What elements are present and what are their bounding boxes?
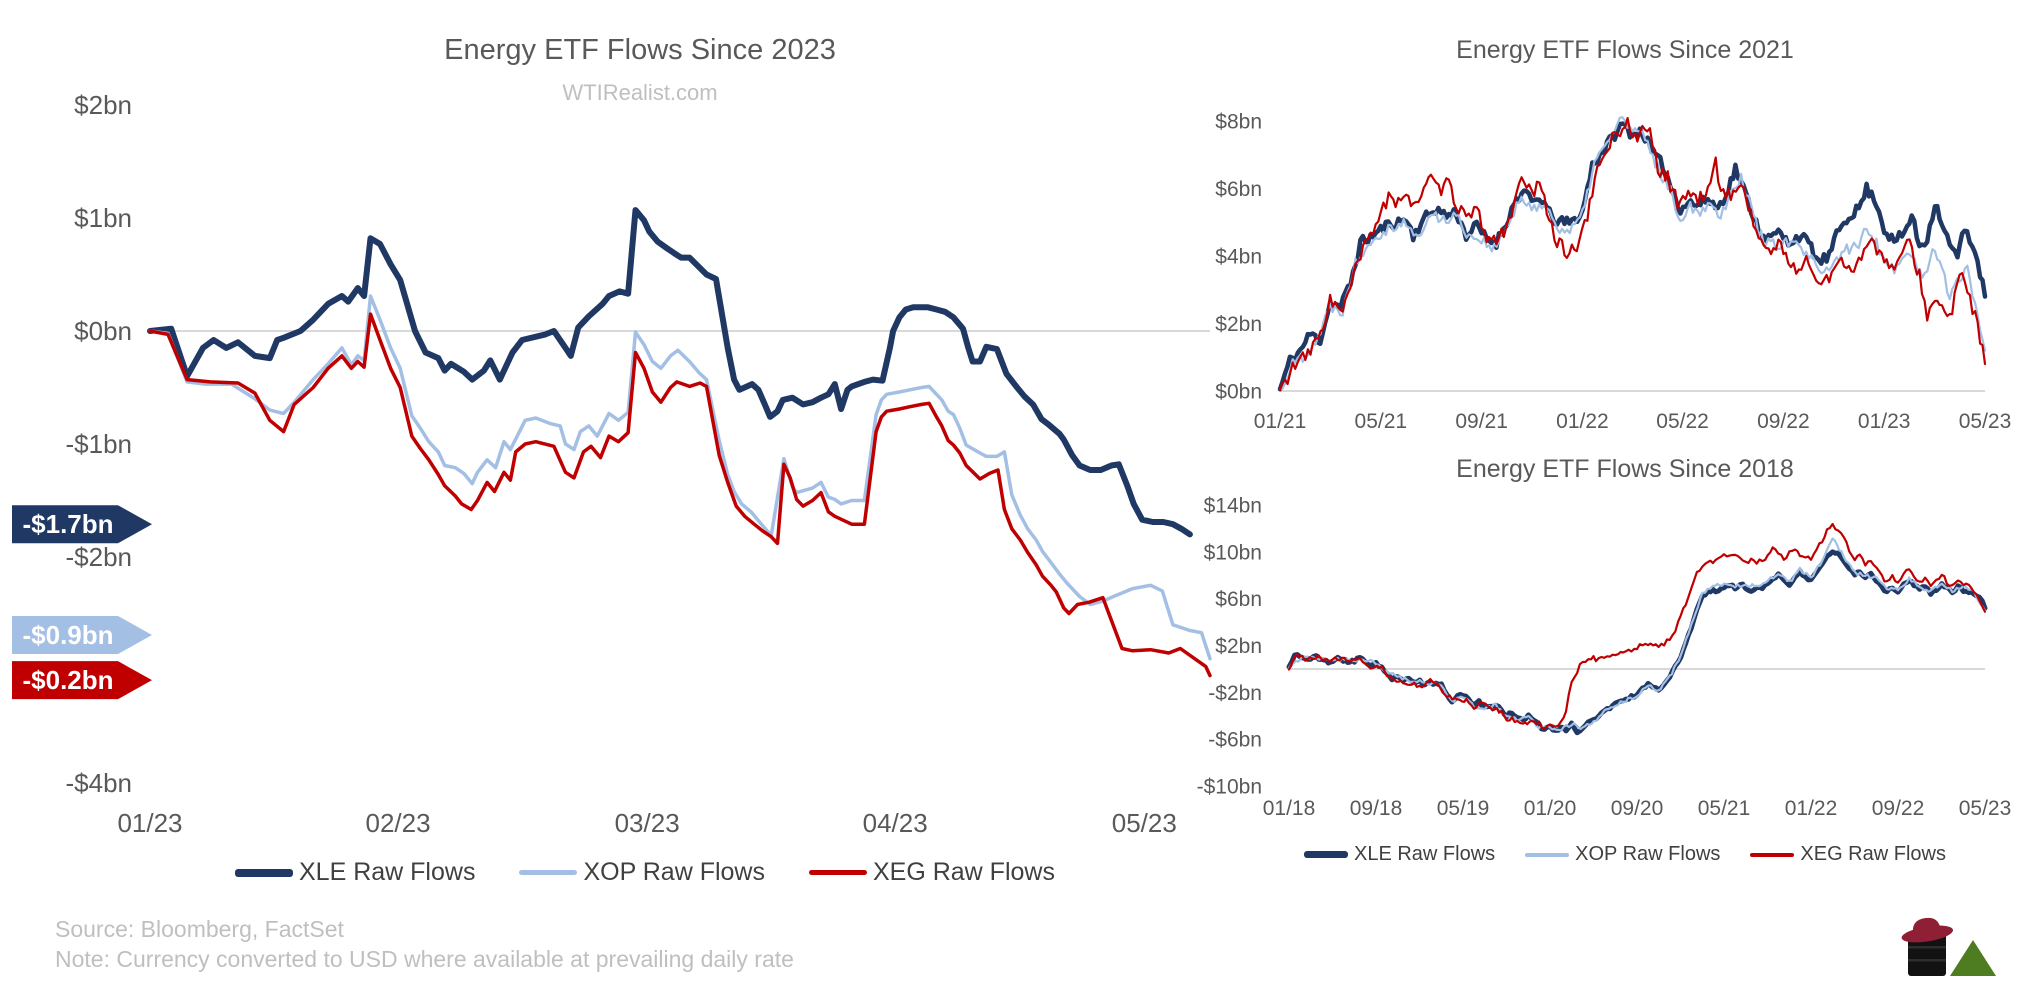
y-tick-label: $6bn <box>1215 588 1262 611</box>
cowboy-hat-icon <box>1901 917 1954 943</box>
legend-item-xle: XLE Raw Flows <box>1304 843 1495 866</box>
y-tick-label: $1bn <box>74 203 132 233</box>
x-tick-label: 01/22 <box>1556 410 1609 433</box>
x-tick-label: 05/19 <box>1437 797 1490 820</box>
series-line-xop <box>1287 537 1987 732</box>
y-tick-label: -$10bn <box>1197 775 1262 798</box>
x-tick-label: 09/21 <box>1455 410 1508 433</box>
legend-label-xeg: XEG Raw Flows <box>1800 843 1946 865</box>
legend-item-xeg: XEG Raw Flows <box>1750 843 1946 866</box>
xeg-line-swatch <box>1750 852 1795 857</box>
legend-since-2018-chart: XLE Raw Flows XOP Raw Flows XEG Raw Flow… <box>1230 843 2020 866</box>
xop-line-swatch <box>1525 852 1570 857</box>
chart-title-since-2021: Energy ETF Flows Since 2021 <box>1456 36 1794 64</box>
legend-item-xop: XOP Raw Flows <box>519 858 765 887</box>
y-tick-label: -$2bn <box>1208 682 1262 705</box>
chart-title-since-2018: Energy ETF Flows Since 2018 <box>1456 455 1794 483</box>
chart-flows-2023: $2bn $1bn $0bn -$1bn -$2bn -$4bn 01/23 02/23 03/… <box>12 90 1212 838</box>
oil-barrel-icon <box>1908 934 1946 976</box>
series-line-xeg <box>1287 522 1987 730</box>
series-line-xle <box>147 207 1193 538</box>
x-tick-label: 04/23 <box>863 808 928 838</box>
series-line-xle <box>1277 121 1988 392</box>
x-tick-label: 03/23 <box>615 808 680 838</box>
note-line: Note: Currency converted to USD where av… <box>55 946 794 972</box>
y-tick-label: $0bn <box>74 316 132 346</box>
x-tick-label: 05/22 <box>1656 410 1709 433</box>
series-line-xop <box>1278 116 1987 391</box>
y-tick-label: -$1bn <box>66 429 133 459</box>
x-tick-label: 01/20 <box>1524 797 1577 820</box>
x-tick-label: 05/21 <box>1698 797 1751 820</box>
chart-flows-2021: $8bn $6bn $4bn $2bn $0bn 01/21 05/21 09/21 01/22… <box>1215 110 2011 433</box>
x-tick-label: 01/23 <box>117 808 182 838</box>
x-tick-label: 01/22 <box>1785 797 1838 820</box>
y-tick-label: $8bn <box>1215 110 1262 133</box>
callout-value: -$0.9bn <box>22 620 113 650</box>
y-tick-label: -$6bn <box>1208 729 1262 752</box>
y-tick-label: $10bn <box>1204 541 1262 564</box>
callout-value: -$0.2bn <box>22 665 113 695</box>
legend-label-xeg: XEG Raw Flows <box>872 858 1055 886</box>
callout--$0.2bn: -$0.2bn <box>12 661 152 700</box>
series-line-xle <box>1286 549 1988 736</box>
xle-line-swatch <box>1304 851 1348 858</box>
chart-title-since-2023: Energy ETF Flows Since 2023 <box>444 34 836 66</box>
series-line-xop <box>148 294 1212 661</box>
legend-item-xle: XLE Raw Flows <box>235 858 475 887</box>
legend-item-xop: XOP Raw Flows <box>1525 843 1720 866</box>
x-tick-label: 02/23 <box>366 808 431 838</box>
x-tick-label: 09/22 <box>1872 797 1925 820</box>
y-tick-label: $14bn <box>1204 495 1262 518</box>
xeg-line-swatch <box>808 870 867 875</box>
y-tick-label: -$2bn <box>66 542 133 572</box>
x-tick-label: 01/23 <box>1858 410 1911 433</box>
chart-subtitle-watermark: WTIRealist.com <box>562 80 718 105</box>
legend-label-xop: XOP Raw Flows <box>1575 843 1721 865</box>
legend-label-xle: XLE Raw Flows <box>1354 843 1496 865</box>
x-tick-label: 09/22 <box>1757 410 1810 433</box>
y-tick-label: $0bn <box>1215 380 1262 403</box>
series-line-xeg <box>148 312 1212 678</box>
callout--$1.7bn: -$1.7bn <box>12 505 152 544</box>
x-tick-label: 09/18 <box>1350 797 1403 820</box>
y-tick-label: $4bn <box>1215 245 1262 268</box>
legend-main-chart: XLE Raw Flows XOP Raw Flows XEG Raw Flow… <box>235 858 1095 887</box>
y-tick-label: $2bn <box>74 90 132 120</box>
x-tick-label: 05/21 <box>1355 410 1408 433</box>
source-line: Source: Bloomberg, FactSet <box>55 916 344 942</box>
x-tick-label: 05/23 <box>1959 797 2012 820</box>
legend-item-xeg: XEG Raw Flows <box>808 858 1055 887</box>
x-tick-label: 09/20 <box>1611 797 1664 820</box>
series-line-xeg <box>1278 117 1987 392</box>
x-tick-label: 05/23 <box>1112 808 1177 838</box>
legend-label-xop: XOP Raw Flows <box>583 858 765 886</box>
y-tick-label: $2bn <box>1215 313 1262 336</box>
x-tick-label: 01/18 <box>1263 797 1316 820</box>
xop-line-swatch <box>519 870 578 875</box>
x-tick-label: 05/23 <box>1959 410 2012 433</box>
legend-label-xle: XLE Raw Flows <box>299 858 476 886</box>
y-tick-label: $2bn <box>1215 635 1262 658</box>
callout--$0.9bn: -$0.9bn <box>12 615 152 654</box>
green-triangle-icon <box>1950 940 1996 976</box>
xle-line-swatch <box>235 868 293 877</box>
y-tick-label: -$4bn <box>66 768 133 798</box>
x-tick-label: 01/21 <box>1254 410 1307 433</box>
wtirealist-logo <box>1901 917 1996 976</box>
callout-value: -$1.7bn <box>22 509 113 539</box>
y-tick-label: $6bn <box>1215 178 1262 201</box>
